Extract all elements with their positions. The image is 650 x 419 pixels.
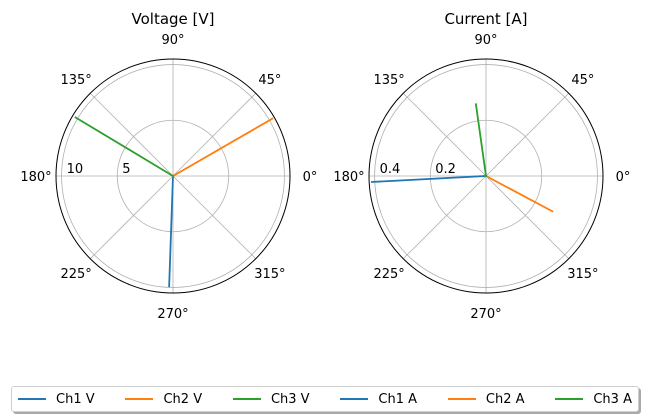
angle-tick-label: 225° — [60, 267, 91, 282]
legend-swatch — [340, 398, 369, 400]
angle-tick-label: 270° — [470, 307, 501, 322]
angular-gridline — [402, 92, 487, 177]
voltage-polar-chart: Voltage [V] 0° 45° 90° 135° 180° 225° 270° 315°… — [20, 10, 317, 322]
polar-frame — [368, 58, 604, 294]
legend-label: Ch2 A — [485, 391, 525, 407]
radial-gridline — [61, 64, 285, 288]
angular-gridline — [485, 175, 570, 260]
angular-gridline — [89, 175, 174, 260]
legend-entry-ch1-v: Ch1 V — [18, 392, 95, 407]
angle-tick-label: 0° — [616, 170, 631, 185]
phasor-ch3-v — [74, 116, 175, 178]
legend-entry-ch1-a: Ch1 A — [340, 392, 417, 407]
radial-gridline — [116, 119, 230, 233]
angle-tick-label: 0° — [303, 170, 318, 185]
angle-tick-label: 225° — [373, 267, 404, 282]
radial-tick-label: 0.2 — [435, 162, 456, 177]
angle-tick-label: 90° — [161, 33, 184, 48]
angle-tick-label: 45° — [258, 73, 281, 88]
angle-tick-label: 45° — [571, 73, 594, 88]
angle-tick-label: 315° — [254, 267, 285, 282]
angle-tick-label: 90° — [474, 33, 497, 48]
current-chart-title: Current [A] — [444, 10, 527, 28]
legend-swatch — [18, 398, 46, 400]
legend: Ch1 V Ch2 V Ch3 V Ch1 A Ch2 A Ch3 A — [11, 386, 639, 412]
phasor-ch3-a — [474, 103, 488, 178]
legend-label: Ch3 V — [270, 391, 310, 407]
angular-gridline — [172, 175, 257, 260]
radial-gridline — [429, 119, 543, 233]
angle-tick-label: 315° — [567, 267, 598, 282]
phasor-ch1-a — [370, 175, 487, 183]
angular-gridline — [485, 92, 570, 177]
angle-tick-label: 180° — [333, 170, 364, 185]
angular-gridline — [172, 92, 257, 177]
legend-swatch — [125, 398, 154, 400]
angle-tick-label: 135° — [60, 73, 91, 88]
legend-label: Ch3 A — [593, 391, 632, 407]
angular-gridline — [89, 92, 174, 177]
radial-tick-label: 0.4 — [380, 162, 401, 177]
radial-tick-label: 10 — [67, 162, 84, 177]
legend-label: Ch1 V — [56, 391, 95, 407]
current-polar-chart: Current [A] 0° 45° 90° 135° 180° 225° 270° 315°… — [333, 10, 630, 322]
legend-label: Ch2 V — [163, 391, 203, 407]
phasor-ch2-v — [171, 117, 274, 178]
legend-entry-ch2-a: Ch2 A — [447, 391, 525, 407]
phasor-ch2-a — [484, 174, 554, 213]
angle-tick-label: 135° — [373, 73, 404, 88]
radial-gridline — [374, 64, 598, 288]
radial-tick-label: 5 — [122, 162, 130, 177]
legend-label: Ch1 A — [378, 391, 418, 407]
legend-swatch — [555, 398, 584, 400]
legend-entry-ch3-v: Ch3 V — [232, 391, 310, 407]
legend-swatch — [232, 398, 261, 400]
polar-grid — [369, 59, 603, 293]
polar-grid — [56, 59, 290, 293]
phasor-ch1-v — [168, 175, 174, 288]
legend-entry-ch3-a: Ch3 A — [555, 392, 632, 407]
polar-frame — [55, 58, 291, 294]
legend-entry-ch2-v: Ch2 V — [125, 392, 202, 407]
angle-tick-label: 180° — [20, 170, 51, 185]
angular-gridline — [402, 175, 487, 260]
legend-swatch — [447, 398, 476, 400]
voltage-chart-title: Voltage [V] — [132, 10, 215, 28]
angle-tick-label: 270° — [157, 307, 188, 322]
